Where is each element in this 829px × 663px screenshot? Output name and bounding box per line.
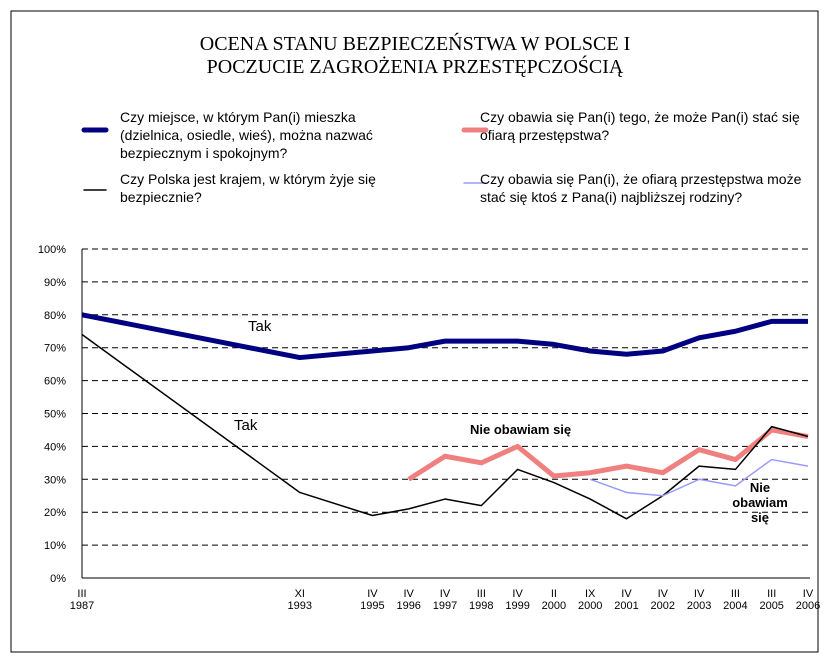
x-tick-label: III 2004 — [723, 588, 747, 612]
x-tick-label-line: 2005 — [759, 600, 783, 612]
x-tick-label-line: IV — [367, 588, 378, 600]
x-tick-label-line: 1995 — [360, 600, 384, 612]
legend-label: Czy obawia się Pan(i), że ofiarą przestę… — [480, 171, 802, 205]
x-tick-label-line: II — [551, 588, 557, 600]
x-tick-label-line: III — [77, 588, 86, 600]
x-tick-label: IV 1997 — [433, 588, 457, 612]
x-tick-label: IV 2002 — [651, 588, 675, 612]
x-tick-label-line: III — [731, 588, 740, 600]
annotation: Tak — [234, 417, 258, 434]
x-tick-label-line: 2000 — [578, 600, 602, 612]
x-tick-label-line: 2002 — [651, 600, 675, 612]
x-tick-label-line: III — [767, 588, 776, 600]
x-tick-label-line: XI — [295, 588, 305, 600]
x-tick-label: III 2005 — [759, 588, 783, 612]
x-tick-label: IV 2006 — [796, 588, 820, 612]
legend-label: Czy miejsce, w którym Pan(i) mieszka (dz… — [120, 109, 373, 161]
x-tick-label-line: 2004 — [723, 600, 747, 612]
legend-label: Czy Polska jest krajem, w którym żyje si… — [120, 171, 376, 205]
x-tick-label-line: IV — [803, 588, 814, 600]
legend-label: Czy obawia się Pan(i) tego, że może Pan(… — [480, 109, 800, 143]
x-tick-label-line: 2006 — [796, 600, 820, 612]
annotation: Nie obawiam się — [470, 422, 572, 437]
x-tick-label-line: 1993 — [288, 600, 312, 612]
x-tick-label: IV 2003 — [687, 588, 711, 612]
x-tick-label-line: 2000 — [542, 600, 566, 612]
annotation: Tak — [248, 318, 272, 335]
y-tick-label: 60% — [44, 376, 66, 388]
x-tick-label-line: IV — [440, 588, 451, 600]
x-tick-label-line: 2003 — [687, 600, 711, 612]
y-tick-label: 100% — [38, 244, 66, 256]
y-tick-label: 90% — [44, 277, 66, 289]
x-tick-label-line: 1997 — [433, 600, 457, 612]
x-tick-label-line: III — [477, 588, 486, 600]
x-tick-label-line: IV — [621, 588, 632, 600]
x-tick-label-line: IX — [585, 588, 596, 600]
series-line — [589, 458, 809, 497]
x-tick-label: II 2000 — [542, 588, 566, 612]
x-tick-label-line: IV — [512, 588, 523, 600]
series-line — [407, 427, 809, 482]
y-tick-label: 30% — [44, 474, 66, 486]
x-tick-label: IV 2001 — [614, 588, 638, 612]
x-tick-label-line: 1987 — [70, 600, 94, 612]
chart-title: OCENA STANU BEZPIECZEŃSTWA W POLSCE I PO… — [199, 33, 631, 78]
y-tick-label: 70% — [44, 343, 66, 355]
x-tick-label: IX 2000 — [578, 588, 602, 612]
x-tick-label: IV 1999 — [505, 588, 529, 612]
x-tick-label-line: IV — [403, 588, 414, 600]
x-tick-label-line: 2001 — [614, 600, 638, 612]
x-tick-label-line: 1998 — [469, 600, 493, 612]
frame — [10, 10, 819, 653]
x-tick-label: III 1987 — [70, 588, 94, 612]
x-tick-label: III 1998 — [469, 588, 493, 612]
y-tick-label: 0% — [50, 573, 66, 585]
y-tick-label: 80% — [44, 310, 66, 322]
x-tick-label-line: IV — [658, 588, 669, 600]
annotation: Nie obawiam się — [732, 480, 788, 525]
x-tick-label-line: 1999 — [505, 600, 529, 612]
y-tick-label: 10% — [44, 540, 66, 552]
series-line — [81, 312, 808, 361]
y-tick-label: 20% — [44, 507, 66, 519]
y-tick-label: 40% — [44, 441, 66, 453]
x-tick-label-line: IV — [694, 588, 705, 600]
x-tick-label: XI 1993 — [288, 588, 312, 612]
x-tick-label: IV 1995 — [360, 588, 384, 612]
x-tick-label-line: 1996 — [396, 600, 420, 612]
y-tick-label: 50% — [44, 409, 66, 421]
x-tick-label: IV 1996 — [396, 588, 420, 612]
series-line — [81, 333, 809, 520]
